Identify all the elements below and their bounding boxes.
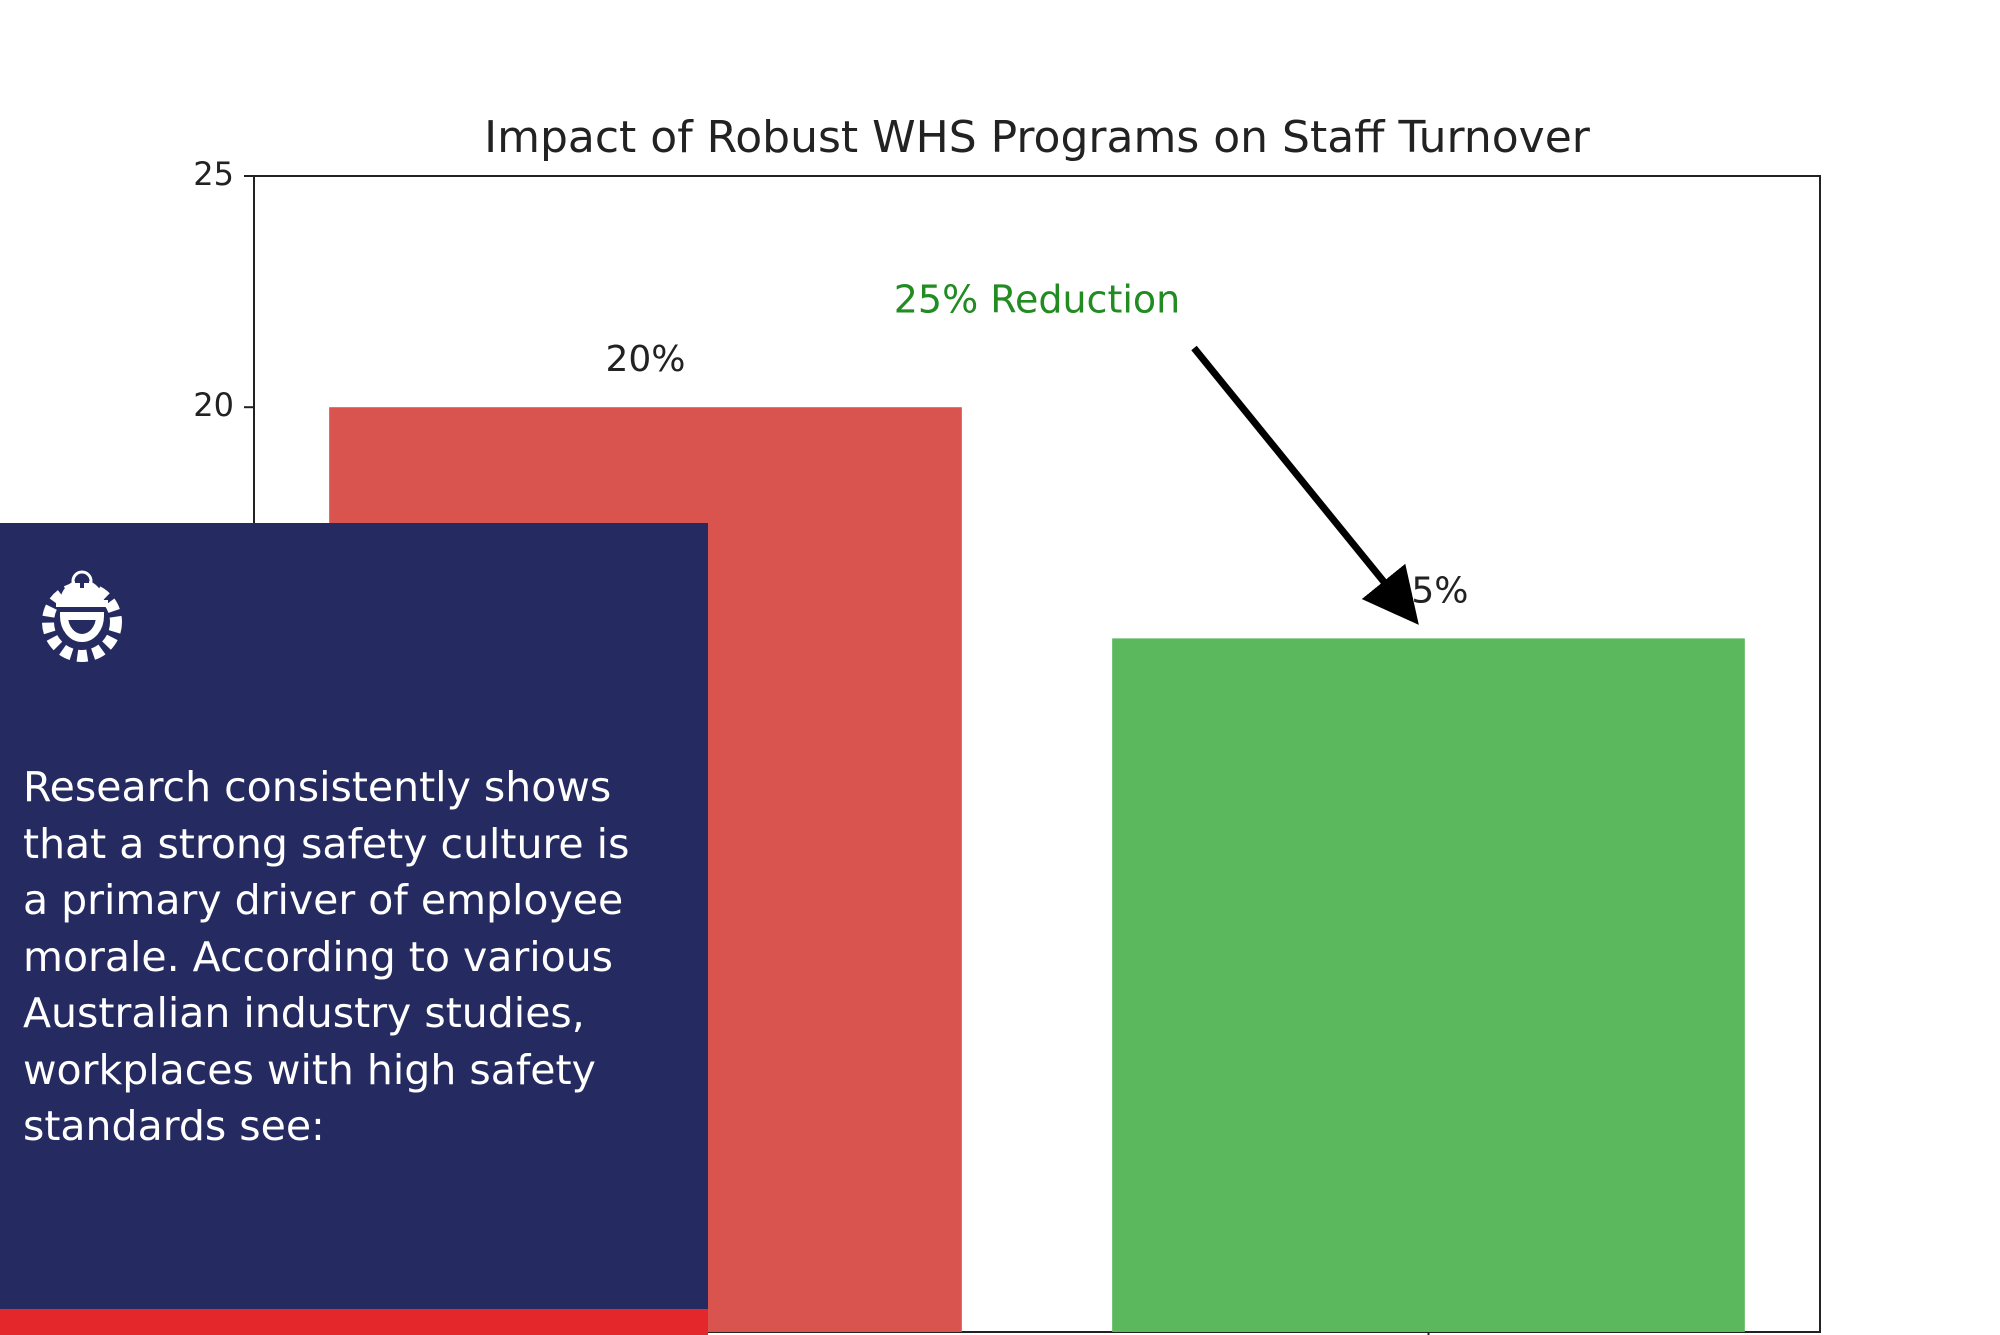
y-tick-label: 20: [193, 386, 234, 424]
annotation-arrow: [1191, 345, 1419, 625]
annotation: 25% Reduction: [894, 278, 1181, 322]
card-text-line: Australian industry studies,: [23, 989, 585, 1037]
info-card: Research consistently shows that a strong…: [0, 523, 708, 1335]
chart-title: Impact of Robust WHS Programs on Staff T…: [484, 112, 1591, 163]
value-label: 20%: [605, 339, 685, 380]
card-text-line: morale. According to various: [23, 932, 614, 981]
safety-icon: [42, 570, 122, 662]
accent-strip: [0, 1309, 708, 1335]
card-text-line: workplaces with high safety: [23, 1045, 596, 1094]
card-text-line: standards see:: [23, 1102, 325, 1150]
y-tick-label: 25: [193, 155, 234, 193]
card-text-line: a primary driver of employee: [23, 876, 624, 924]
card-text-line: Research consistently shows: [23, 763, 612, 811]
bar: [1112, 638, 1745, 1332]
card-text-line: that a strong safety culture is: [23, 819, 630, 868]
